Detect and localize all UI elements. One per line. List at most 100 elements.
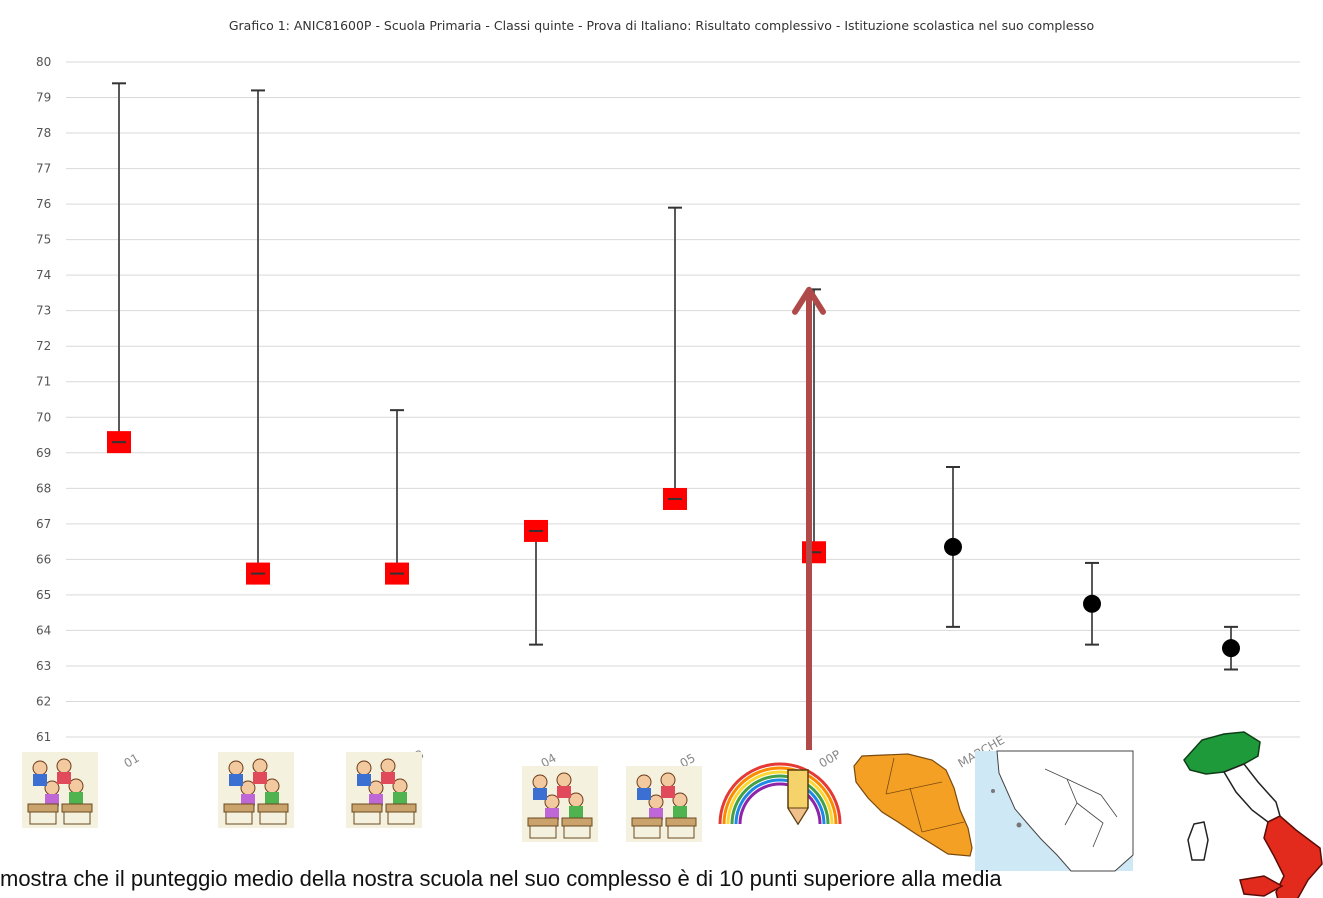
marche-map-icon — [853, 753, 973, 857]
child-body — [33, 774, 47, 786]
central-italy — [1222, 763, 1281, 823]
land — [996, 750, 1134, 872]
y-tick-label: 73 — [36, 304, 51, 318]
data-markers — [107, 431, 1240, 658]
child-body — [661, 786, 675, 798]
x-tick-label: 04 — [539, 751, 559, 771]
rainbow-arc — [734, 778, 826, 825]
north-italy — [1183, 731, 1261, 775]
desk-leg — [387, 811, 415, 825]
y-tick-label: 77 — [36, 162, 51, 176]
child-body — [569, 806, 583, 818]
desk-leg — [353, 811, 381, 825]
desk — [561, 817, 593, 827]
region-border — [1076, 802, 1104, 848]
italy-map-icon — [1183, 731, 1323, 898]
child-head — [252, 758, 268, 774]
annotation-arrow-head — [792, 286, 826, 315]
child-body — [229, 774, 243, 786]
south-italy — [1263, 815, 1323, 898]
child-head — [392, 778, 408, 794]
desk — [351, 803, 383, 813]
region-border — [1066, 778, 1118, 818]
caption-text: mostra che il punteggio medio della nost… — [0, 866, 1002, 891]
child-head — [356, 760, 372, 776]
central-italy-map-icon — [975, 750, 1134, 872]
classroom-icon — [218, 752, 294, 828]
y-tick-label: 72 — [36, 339, 51, 353]
x-tick-label: 05 — [678, 751, 698, 771]
error-bars — [112, 82, 1238, 671]
child-head — [636, 774, 652, 790]
classroom-icon — [626, 766, 702, 842]
child-head — [32, 760, 48, 776]
sardinia — [1187, 821, 1209, 861]
province-border — [909, 787, 923, 833]
desk-leg — [225, 811, 253, 825]
rainbow-arc — [726, 770, 834, 825]
data-point-circle — [1083, 594, 1101, 613]
data-point-circle — [944, 537, 962, 556]
y-tick-label: 67 — [36, 517, 51, 531]
y-tick-label: 61 — [36, 730, 51, 744]
desk-leg — [259, 811, 287, 825]
child-body — [673, 806, 687, 818]
child-head — [660, 772, 676, 788]
y-tick-label: 62 — [36, 694, 51, 708]
child-head — [556, 772, 572, 788]
child-head — [672, 792, 688, 808]
child-head — [532, 774, 548, 790]
desk — [27, 803, 59, 813]
desk — [665, 817, 697, 827]
island — [1016, 822, 1022, 828]
marche-region-shape — [853, 753, 973, 857]
classroom-icon — [22, 752, 98, 828]
desk — [631, 817, 663, 827]
y-tick-label: 65 — [36, 588, 51, 602]
y-axis-ticks: 61 62 63 64 65 66 67 68 69 70 71 72 73 74 75 76 77 78 79 80 — [36, 55, 51, 744]
y-tick-label: 74 — [36, 268, 51, 282]
desk — [527, 817, 559, 827]
child-head — [648, 794, 664, 810]
grid-layer — [66, 61, 1300, 738]
desk-leg — [529, 825, 557, 839]
category-icons — [22, 731, 1323, 898]
child-head — [228, 760, 244, 776]
desk-leg — [29, 811, 57, 825]
pencil-tip — [787, 807, 809, 825]
child-body — [545, 808, 559, 820]
child-head — [544, 794, 560, 810]
child-body — [253, 772, 267, 784]
child-body — [357, 774, 371, 786]
child-head — [380, 758, 396, 774]
y-tick-label: 69 — [36, 446, 51, 460]
rainbow-arc — [738, 782, 822, 825]
y-tick-label: 70 — [36, 410, 51, 424]
classroom-icon — [346, 752, 422, 828]
rainbow-arc — [722, 766, 838, 825]
desk — [385, 803, 417, 813]
x-tick-label: 00P — [817, 747, 843, 770]
province-border — [885, 757, 895, 795]
child-body — [557, 786, 571, 798]
child-head — [368, 780, 384, 796]
rainbow-arc — [730, 774, 830, 825]
desk-leg — [633, 825, 661, 839]
rainbow-arc — [718, 762, 842, 825]
province-border — [885, 781, 943, 795]
child-body — [381, 772, 395, 784]
child-head — [44, 780, 60, 796]
y-tick-label: 63 — [36, 659, 51, 673]
chart-title: Grafico 1: ANIC81600P - Scuola Primaria … — [228, 18, 1095, 33]
child-body — [57, 772, 71, 784]
child-body — [265, 792, 279, 804]
island — [991, 789, 995, 793]
y-tick-label: 66 — [36, 552, 51, 566]
y-tick-label: 75 — [36, 233, 51, 247]
rainbow-pencil-logo-icon — [718, 762, 842, 826]
child-head — [240, 780, 256, 796]
y-tick-label: 78 — [36, 126, 51, 140]
child-body — [649, 808, 663, 820]
desk-leg — [667, 825, 695, 839]
